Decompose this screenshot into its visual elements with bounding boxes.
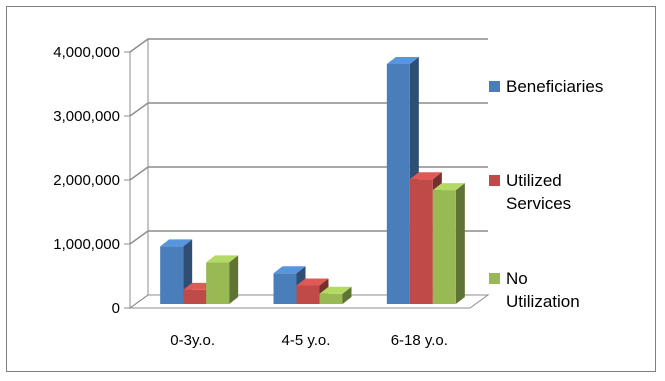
bar <box>160 239 193 304</box>
bar-side <box>229 255 239 304</box>
bar <box>319 286 352 304</box>
bar-top <box>409 172 442 180</box>
y-tick-label: 3,000,000 <box>53 108 120 125</box>
gridline <box>129 102 488 117</box>
legend-item: Beneficiaries <box>489 77 603 96</box>
y-tick-label: 0 <box>112 300 120 317</box>
bar-top <box>319 286 352 294</box>
y-axis-ticks: 0 1,000,000 2,000,000 3,000,000 4,000,000 <box>53 44 470 317</box>
legend-swatch <box>489 273 500 284</box>
y-tick-label: 1,000,000 <box>53 236 120 253</box>
legend: Beneficiaries Utilized Services No Utilizati… <box>489 77 603 311</box>
gridline <box>129 166 488 181</box>
bar-top <box>273 266 306 274</box>
legend-swatch <box>489 175 500 186</box>
chart-frame <box>6 6 656 372</box>
bar-front <box>160 246 184 304</box>
gridline <box>129 230 488 245</box>
legend-label: Beneficiaries <box>506 77 603 96</box>
bar-side <box>342 286 352 304</box>
legend-label: Utilized Services <box>506 171 571 213</box>
y-tick-label: 2,000,000 <box>53 172 120 189</box>
bar-front <box>319 293 343 304</box>
legend-label: No Utilization <box>506 269 580 311</box>
bar-front <box>183 289 207 304</box>
bar-front <box>432 190 456 304</box>
legend-item: No Utilization <box>489 269 580 311</box>
bars <box>160 57 465 304</box>
x-tick-label: 0-3y.o. <box>170 332 215 349</box>
gridline <box>129 38 488 53</box>
x-axis-ticks: 0-3y.o. 4-5 y.o. 6-18 y.o. <box>170 332 448 349</box>
bar <box>206 255 239 304</box>
gridlines <box>129 38 488 245</box>
x-tick-label: 6-18 y.o. <box>391 332 448 349</box>
bar-front <box>386 64 410 304</box>
bar-side <box>455 183 465 304</box>
bar-top <box>386 57 419 64</box>
legend-swatch <box>489 81 500 92</box>
legend-item: Utilized Services <box>489 171 571 213</box>
y-tick-label: 4,000,000 <box>53 44 120 61</box>
bar-front <box>296 285 320 304</box>
bar-top <box>432 183 465 191</box>
bar-top <box>206 255 239 263</box>
bar-front <box>206 262 230 304</box>
bar-top <box>160 239 193 247</box>
bar <box>432 183 465 304</box>
bar-front <box>273 273 297 304</box>
bar-front <box>409 179 433 304</box>
bar-top <box>296 278 329 286</box>
x-tick-label: 4-5 y.o. <box>282 332 331 349</box>
